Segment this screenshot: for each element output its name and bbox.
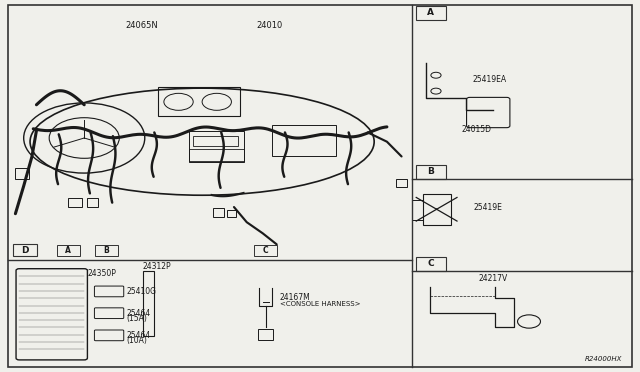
Bar bbox=[213, 208, 225, 217]
Bar bbox=[412, 201, 422, 219]
Text: A: A bbox=[428, 8, 435, 17]
Text: 25464: 25464 bbox=[126, 308, 150, 318]
Bar bbox=[254, 245, 277, 256]
Text: (10A): (10A) bbox=[126, 336, 147, 345]
Text: 25464: 25464 bbox=[126, 331, 150, 340]
Text: C: C bbox=[428, 259, 434, 269]
Text: D: D bbox=[21, 246, 29, 255]
Bar bbox=[189, 131, 244, 162]
Bar bbox=[415, 164, 446, 179]
Text: (15A): (15A) bbox=[126, 314, 147, 323]
Text: R24000HX: R24000HX bbox=[586, 356, 623, 362]
Text: 25419E: 25419E bbox=[474, 203, 502, 212]
Text: 25419EA: 25419EA bbox=[472, 74, 506, 83]
Bar bbox=[396, 179, 407, 187]
Bar bbox=[68, 198, 82, 208]
Text: 25410G: 25410G bbox=[126, 287, 156, 296]
Bar bbox=[157, 87, 241, 116]
Bar bbox=[415, 257, 446, 271]
Text: 24217V: 24217V bbox=[478, 274, 508, 283]
Text: 24015D: 24015D bbox=[461, 125, 492, 134]
Text: 24167M: 24167M bbox=[280, 294, 310, 302]
Bar bbox=[227, 211, 236, 217]
Text: A: A bbox=[65, 246, 71, 255]
Bar bbox=[57, 245, 80, 256]
Bar bbox=[415, 6, 446, 20]
Bar bbox=[258, 329, 273, 340]
Bar bbox=[15, 167, 29, 179]
Bar bbox=[143, 270, 154, 336]
Text: 24065N: 24065N bbox=[125, 21, 158, 30]
Bar bbox=[272, 125, 336, 156]
Text: 24010: 24010 bbox=[256, 21, 282, 30]
Text: C: C bbox=[263, 246, 269, 255]
Text: <CONSOLE HARNESS>: <CONSOLE HARNESS> bbox=[280, 301, 360, 307]
Bar bbox=[13, 244, 37, 256]
Bar bbox=[193, 136, 239, 146]
Text: 24312P: 24312P bbox=[143, 262, 172, 271]
Text: 24350P: 24350P bbox=[88, 269, 116, 278]
Text: B: B bbox=[104, 246, 109, 255]
Text: B: B bbox=[428, 167, 435, 176]
Bar bbox=[95, 245, 118, 256]
Bar bbox=[422, 194, 451, 225]
Bar bbox=[88, 198, 98, 208]
Bar bbox=[189, 149, 244, 161]
